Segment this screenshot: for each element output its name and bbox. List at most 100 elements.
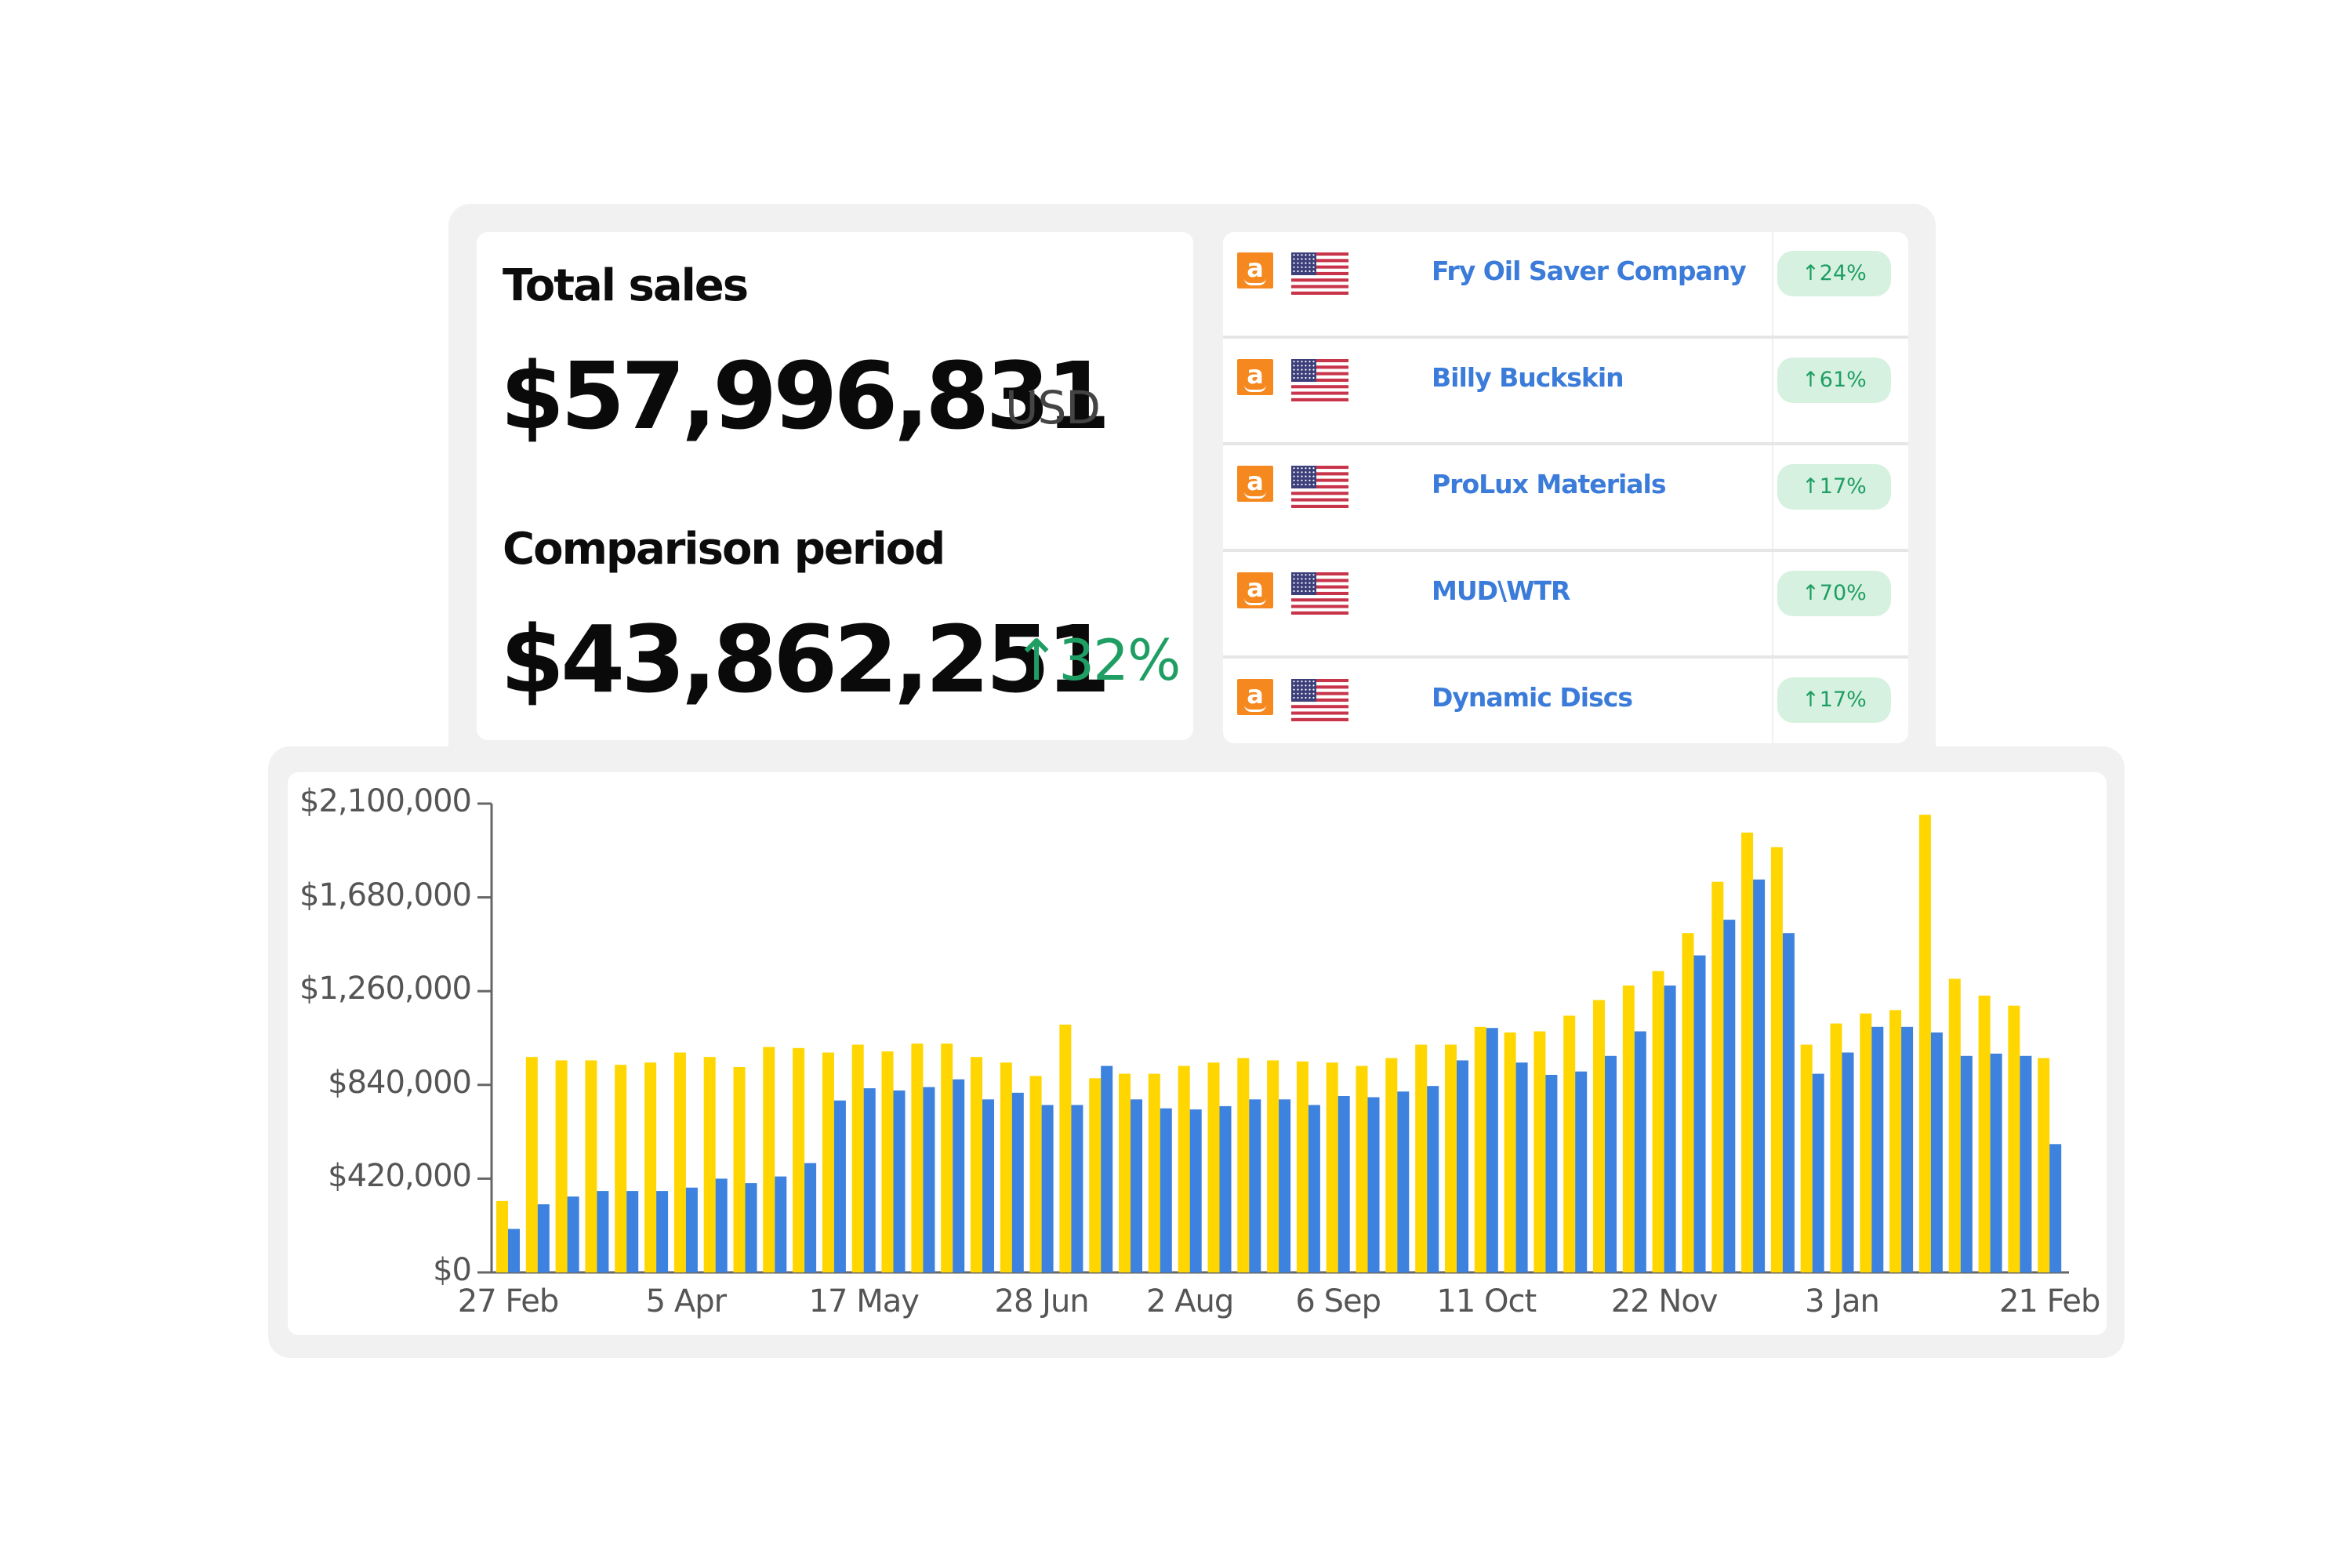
comparison-period-bar[interactable] — [1812, 1073, 1824, 1272]
comparison-period-bar[interactable] — [1101, 1065, 1113, 1272]
current-period-bar[interactable] — [1059, 1024, 1072, 1272]
comparison-period-bar[interactable] — [804, 1163, 817, 1273]
current-period-bar[interactable] — [1029, 1076, 1042, 1272]
current-period-bar[interactable] — [496, 1200, 508, 1272]
comparison-period-bar[interactable] — [1131, 1099, 1142, 1272]
comparison-period-bar[interactable] — [1308, 1105, 1320, 1272]
comparison-period-bar[interactable] — [953, 1079, 965, 1272]
comparison-period-bar[interactable] — [1160, 1108, 1172, 1272]
current-period-bar[interactable] — [1622, 985, 1635, 1272]
current-period-bar[interactable] — [673, 1052, 686, 1273]
current-period-bar[interactable] — [1267, 1060, 1279, 1273]
current-period-bar[interactable] — [1682, 933, 1694, 1272]
current-period-bar[interactable] — [1860, 1013, 1872, 1272]
comparison-period-bar[interactable] — [893, 1090, 906, 1272]
comparison-period-bar[interactable] — [508, 1229, 520, 1273]
comparison-period-bar[interactable] — [1901, 1026, 1914, 1272]
current-period-bar[interactable] — [763, 1047, 775, 1272]
seller-name-link[interactable]: Dynamic Discs — [1432, 682, 1633, 713]
comparison-period-bar[interactable] — [1842, 1052, 1854, 1273]
comparison-period-bar[interactable] — [1634, 1031, 1646, 1273]
current-period-bar[interactable] — [525, 1057, 538, 1272]
comparison-period-bar[interactable] — [1249, 1099, 1261, 1272]
comparison-period-bar[interactable] — [715, 1178, 728, 1272]
comparison-period-bar[interactable] — [1871, 1026, 1884, 1272]
comparison-period-bar[interactable] — [626, 1191, 639, 1272]
comparison-period-bar[interactable] — [1960, 1055, 1973, 1272]
current-period-bar[interactable] — [1948, 978, 1961, 1273]
current-period-bar[interactable] — [555, 1060, 568, 1273]
comparison-period-bar[interactable] — [1397, 1091, 1410, 1272]
comparison-period-bar[interactable] — [863, 1088, 876, 1272]
current-period-bar[interactable] — [1741, 833, 1754, 1272]
current-period-bar[interactable] — [1119, 1073, 1131, 1272]
comparison-period-bar[interactable] — [1219, 1105, 1232, 1272]
current-period-bar[interactable] — [733, 1067, 746, 1272]
comparison-period-bar[interactable] — [745, 1183, 757, 1272]
comparison-period-bar[interactable] — [1515, 1062, 1528, 1272]
comparison-period-bar[interactable] — [1723, 920, 1736, 1272]
current-period-bar[interactable] — [644, 1062, 657, 1272]
current-period-bar[interactable] — [1326, 1062, 1338, 1272]
current-period-bar[interactable] — [1089, 1078, 1102, 1272]
current-period-bar[interactable] — [1385, 1058, 1398, 1272]
current-period-bar[interactable] — [1800, 1044, 1813, 1273]
current-period-bar[interactable] — [615, 1065, 627, 1272]
current-period-bar[interactable] — [1593, 1000, 1605, 1272]
seller-name-link[interactable]: MUD\WTR — [1432, 575, 1570, 606]
comparison-period-bar[interactable] — [1279, 1099, 1291, 1272]
current-period-bar[interactable] — [1918, 815, 1931, 1272]
current-period-bar[interactable] — [1474, 1026, 1486, 1272]
comparison-period-bar[interactable] — [1338, 1096, 1350, 1272]
current-period-bar[interactable] — [1148, 1073, 1160, 1272]
seller-name-link[interactable]: ProLux Materials — [1432, 469, 1666, 499]
comparison-period-bar[interactable] — [1486, 1028, 1498, 1272]
comparison-period-bar[interactable] — [685, 1187, 698, 1272]
seller-row[interactable]: a ProLux Materials ↑17% — [1223, 445, 1908, 552]
current-period-bar[interactable] — [1770, 847, 1783, 1273]
current-period-bar[interactable] — [941, 1044, 953, 1272]
current-period-bar[interactable] — [1207, 1062, 1220, 1272]
comparison-period-bar[interactable] — [833, 1100, 846, 1272]
comparison-period-bar[interactable] — [1457, 1060, 1468, 1273]
current-period-bar[interactable] — [851, 1044, 864, 1273]
comparison-period-bar[interactable] — [1664, 985, 1676, 1272]
current-period-bar[interactable] — [822, 1052, 834, 1273]
comparison-period-bar[interactable] — [567, 1196, 579, 1272]
current-period-bar[interactable] — [703, 1057, 716, 1272]
current-period-bar[interactable] — [793, 1047, 805, 1272]
current-period-bar[interactable] — [585, 1060, 597, 1273]
comparison-period-bar[interactable] — [597, 1191, 609, 1272]
current-period-bar[interactable] — [1978, 995, 1991, 1272]
seller-row[interactable]: a Fry Oil Saver Company ↑24% — [1223, 232, 1908, 339]
current-period-bar[interactable] — [911, 1044, 924, 1272]
comparison-period-bar[interactable] — [1367, 1097, 1380, 1273]
seller-row[interactable]: a MUD\WTR ↑70% — [1223, 552, 1908, 659]
current-period-bar[interactable] — [1445, 1044, 1457, 1273]
comparison-period-bar[interactable] — [1041, 1105, 1054, 1272]
comparison-period-bar[interactable] — [1990, 1053, 2002, 1272]
comparison-period-bar[interactable] — [1575, 1071, 1588, 1272]
current-period-bar[interactable] — [1563, 1015, 1576, 1273]
current-period-bar[interactable] — [1830, 1023, 1842, 1273]
current-period-bar[interactable] — [1178, 1065, 1190, 1272]
comparison-period-bar[interactable] — [1189, 1109, 1202, 1272]
comparison-period-bar[interactable] — [1427, 1086, 1439, 1272]
comparison-period-bar[interactable] — [2049, 1144, 2062, 1272]
comparison-period-bar[interactable] — [982, 1099, 994, 1272]
current-period-bar[interactable] — [2038, 1058, 2050, 1272]
seller-row[interactable]: a Dynamic Discs ↑17% — [1223, 659, 1908, 765]
seller-name-link[interactable]: Fry Oil Saver Company — [1432, 256, 1747, 286]
comparison-period-bar[interactable] — [1071, 1105, 1083, 1272]
current-period-bar[interactable] — [1534, 1031, 1546, 1273]
comparison-period-bar[interactable] — [1605, 1055, 1617, 1272]
seller-row[interactable]: a Billy Buckskin ↑61% — [1223, 339, 1908, 445]
comparison-period-bar[interactable] — [775, 1176, 787, 1272]
current-period-bar[interactable] — [1711, 881, 1724, 1272]
current-period-bar[interactable] — [971, 1057, 982, 1272]
current-period-bar[interactable] — [2008, 1005, 2020, 1272]
comparison-period-bar[interactable] — [1930, 1032, 1943, 1272]
current-period-bar[interactable] — [1504, 1032, 1516, 1272]
comparison-period-bar[interactable] — [923, 1087, 935, 1272]
current-period-bar[interactable] — [1296, 1061, 1308, 1272]
